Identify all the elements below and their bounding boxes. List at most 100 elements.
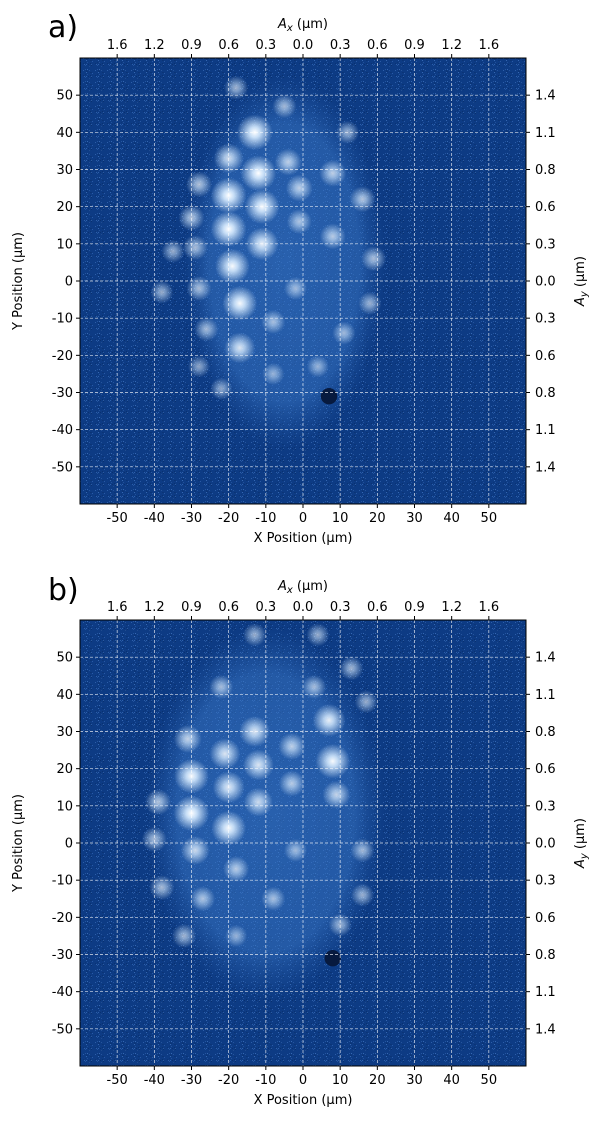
panel-a-x-tick-label: -30 — [181, 511, 202, 526]
panel-b-x-tick-label: -10 — [255, 1073, 276, 1088]
panel-a-spot — [194, 317, 219, 342]
panel-b-y-tick-label: 10 — [56, 799, 73, 814]
panel-a-right-tick-label: 1.1 — [535, 126, 556, 141]
panel-a-top-tick-label: 0.9 — [404, 38, 425, 53]
panel-a-spot — [319, 223, 346, 250]
panel-a-top-tick-label: 0.6 — [367, 38, 388, 53]
panel-b-spot — [223, 856, 250, 883]
panel-a-top-tick-label: 0.3 — [255, 38, 276, 53]
panel-a-spot — [285, 174, 313, 202]
panel-b-right-tick-label: 0.6 — [535, 762, 556, 777]
panel-b-right-tick-label: 0.6 — [535, 911, 556, 926]
panel-b-spot — [180, 835, 210, 865]
panel-a-spot — [150, 280, 174, 304]
panel-b-right-tick-label: 1.4 — [535, 651, 556, 666]
panel-b-x-tick-label: 50 — [481, 1073, 498, 1088]
panel-a-right-tick-label: 0.6 — [535, 349, 556, 364]
panel-b: b) -50 -40 -30 -20 -10 0 10 20 30 40 50 50 40 30 20 10 0… — [11, 573, 590, 1108]
panel-b-spot — [306, 623, 330, 647]
panel-a-spot — [187, 355, 211, 378]
panel-a-y-tick-label: -50 — [52, 460, 73, 475]
panel-b-top-tick-label: 1.2 — [144, 600, 165, 615]
panel-b-y-tick-label: 50 — [56, 651, 73, 666]
panel-a: a) -50 -40 -30 -20 -10 0 10 20 30 40 50 50 40 30 20 10 0… — [11, 10, 590, 546]
panel-a-x-tick-label: -40 — [144, 511, 165, 526]
panel-a-right-tick-label: 1.1 — [535, 423, 556, 438]
panel-b-spot — [239, 716, 271, 747]
panel-b-spot — [243, 787, 273, 817]
panel-b-top-tick-label: 0.9 — [181, 600, 202, 615]
panel-a-plot: -50 -40 -30 -20 -10 0 10 20 30 40 50 50 40 30 20 10 0 -10… — [52, 38, 556, 526]
panel-b-spot — [354, 690, 378, 714]
panel-b-spot — [141, 826, 167, 852]
panel-a-x-tick-label: 30 — [406, 511, 423, 526]
panel-b-right-tick-label: 1.4 — [535, 1022, 556, 1037]
panel-b-right-tick-label: 0.8 — [535, 948, 556, 963]
panel-a-spot — [274, 148, 302, 176]
panel-a-y-tick-label: 10 — [56, 237, 73, 252]
panel-b-spot — [190, 886, 216, 912]
panel-a-spot — [240, 155, 277, 192]
panel-a-y-tick-label: -20 — [52, 349, 73, 364]
panel-a-spot — [224, 332, 256, 364]
panel-b-top-tick-label: 0.9 — [404, 600, 425, 615]
panel-a-top-tick-label: 1.6 — [107, 38, 128, 53]
panel-b-spot — [339, 656, 364, 681]
panel-b-right-axis-title: Ay (μm) — [573, 818, 590, 869]
panel-a-right-axis-title: Ay (μm) — [573, 256, 590, 307]
panel-a-right-tick-label: 0.3 — [535, 237, 556, 252]
panel-a-right-tick-label: 0.6 — [535, 200, 556, 215]
panel-b-x-tick-label: 10 — [332, 1073, 349, 1088]
panel-a-spot — [286, 209, 312, 235]
panel-a-top-tick-label: 1.6 — [478, 38, 499, 53]
panel-b-x-tick-label: 30 — [406, 1073, 423, 1088]
panel-b-x-tick-label: 0 — [299, 1073, 307, 1088]
panel-b-spot — [350, 838, 375, 863]
panel-b-y-tick-label: -30 — [52, 948, 73, 963]
panel-a-x-tick-label: -50 — [107, 511, 128, 526]
panel-a-right-tick-label: 0.8 — [535, 163, 556, 178]
panel-a-spot — [161, 239, 185, 263]
panel-a-top-tick-label: 0.9 — [181, 38, 202, 53]
panel-b-spot — [278, 770, 305, 797]
panel-a-y-tick-label: 20 — [56, 200, 73, 215]
panel-b-spot — [278, 732, 306, 760]
panel-b-y-tick-label: 0 — [65, 837, 73, 852]
panel-b-spot — [173, 795, 210, 832]
panel-b-right-tick-label: 0.3 — [535, 874, 556, 889]
panel-a-y-tick-label: 50 — [56, 89, 73, 104]
panel-b-spot — [350, 883, 375, 907]
panel-b-spot — [209, 674, 234, 699]
panel-b-x-tick-label: -40 — [144, 1073, 165, 1088]
panel-b-right-tick-label: 0.0 — [535, 837, 556, 852]
panel-b-y-tick-label: 40 — [56, 688, 73, 703]
panel-b-top-tick-label: 1.2 — [441, 600, 462, 615]
panel-b-spot — [225, 924, 248, 947]
panel-b-dark-spot — [324, 950, 341, 967]
panel-b-spot — [242, 749, 274, 781]
panel-a-y-tick-label: -30 — [52, 386, 73, 401]
panel-a-top-tick-label: 0.3 — [330, 38, 351, 53]
panel-a-spot — [185, 171, 212, 198]
panel-a-right-tick-label: 0.8 — [535, 386, 556, 401]
panel-a-spot — [236, 114, 273, 151]
panel-b-right-tick-label: 0.8 — [535, 725, 556, 740]
panel-a-right-tick-label: 1.4 — [535, 89, 556, 104]
panel-b-y-axis-title: Y Position (μm) — [11, 794, 26, 893]
panel-a-right-tick-label: 0.3 — [535, 312, 556, 327]
panel-b-y-tick-label: -10 — [52, 874, 73, 889]
panel-b-top-tick-label: 1.6 — [478, 600, 499, 615]
panel-b-spot — [315, 743, 351, 779]
panel-b-spot — [145, 789, 172, 816]
panel-a-right-tick-label: 0.0 — [535, 275, 556, 290]
panel-b-spot — [261, 886, 286, 911]
panel-a-x-tick-label: 0 — [299, 511, 307, 526]
panel-b-spot — [173, 724, 202, 753]
panel-b-right-tick-label: 1.1 — [535, 985, 556, 1000]
panel-a-y-tick-label: 40 — [56, 126, 73, 141]
panel-a-spot — [319, 159, 347, 187]
panel-b-top-tick-label: 0.3 — [330, 600, 351, 615]
panel-a-top-tick-label: 1.2 — [441, 38, 462, 53]
panel-b-top-tick-label: 0.3 — [255, 600, 276, 615]
